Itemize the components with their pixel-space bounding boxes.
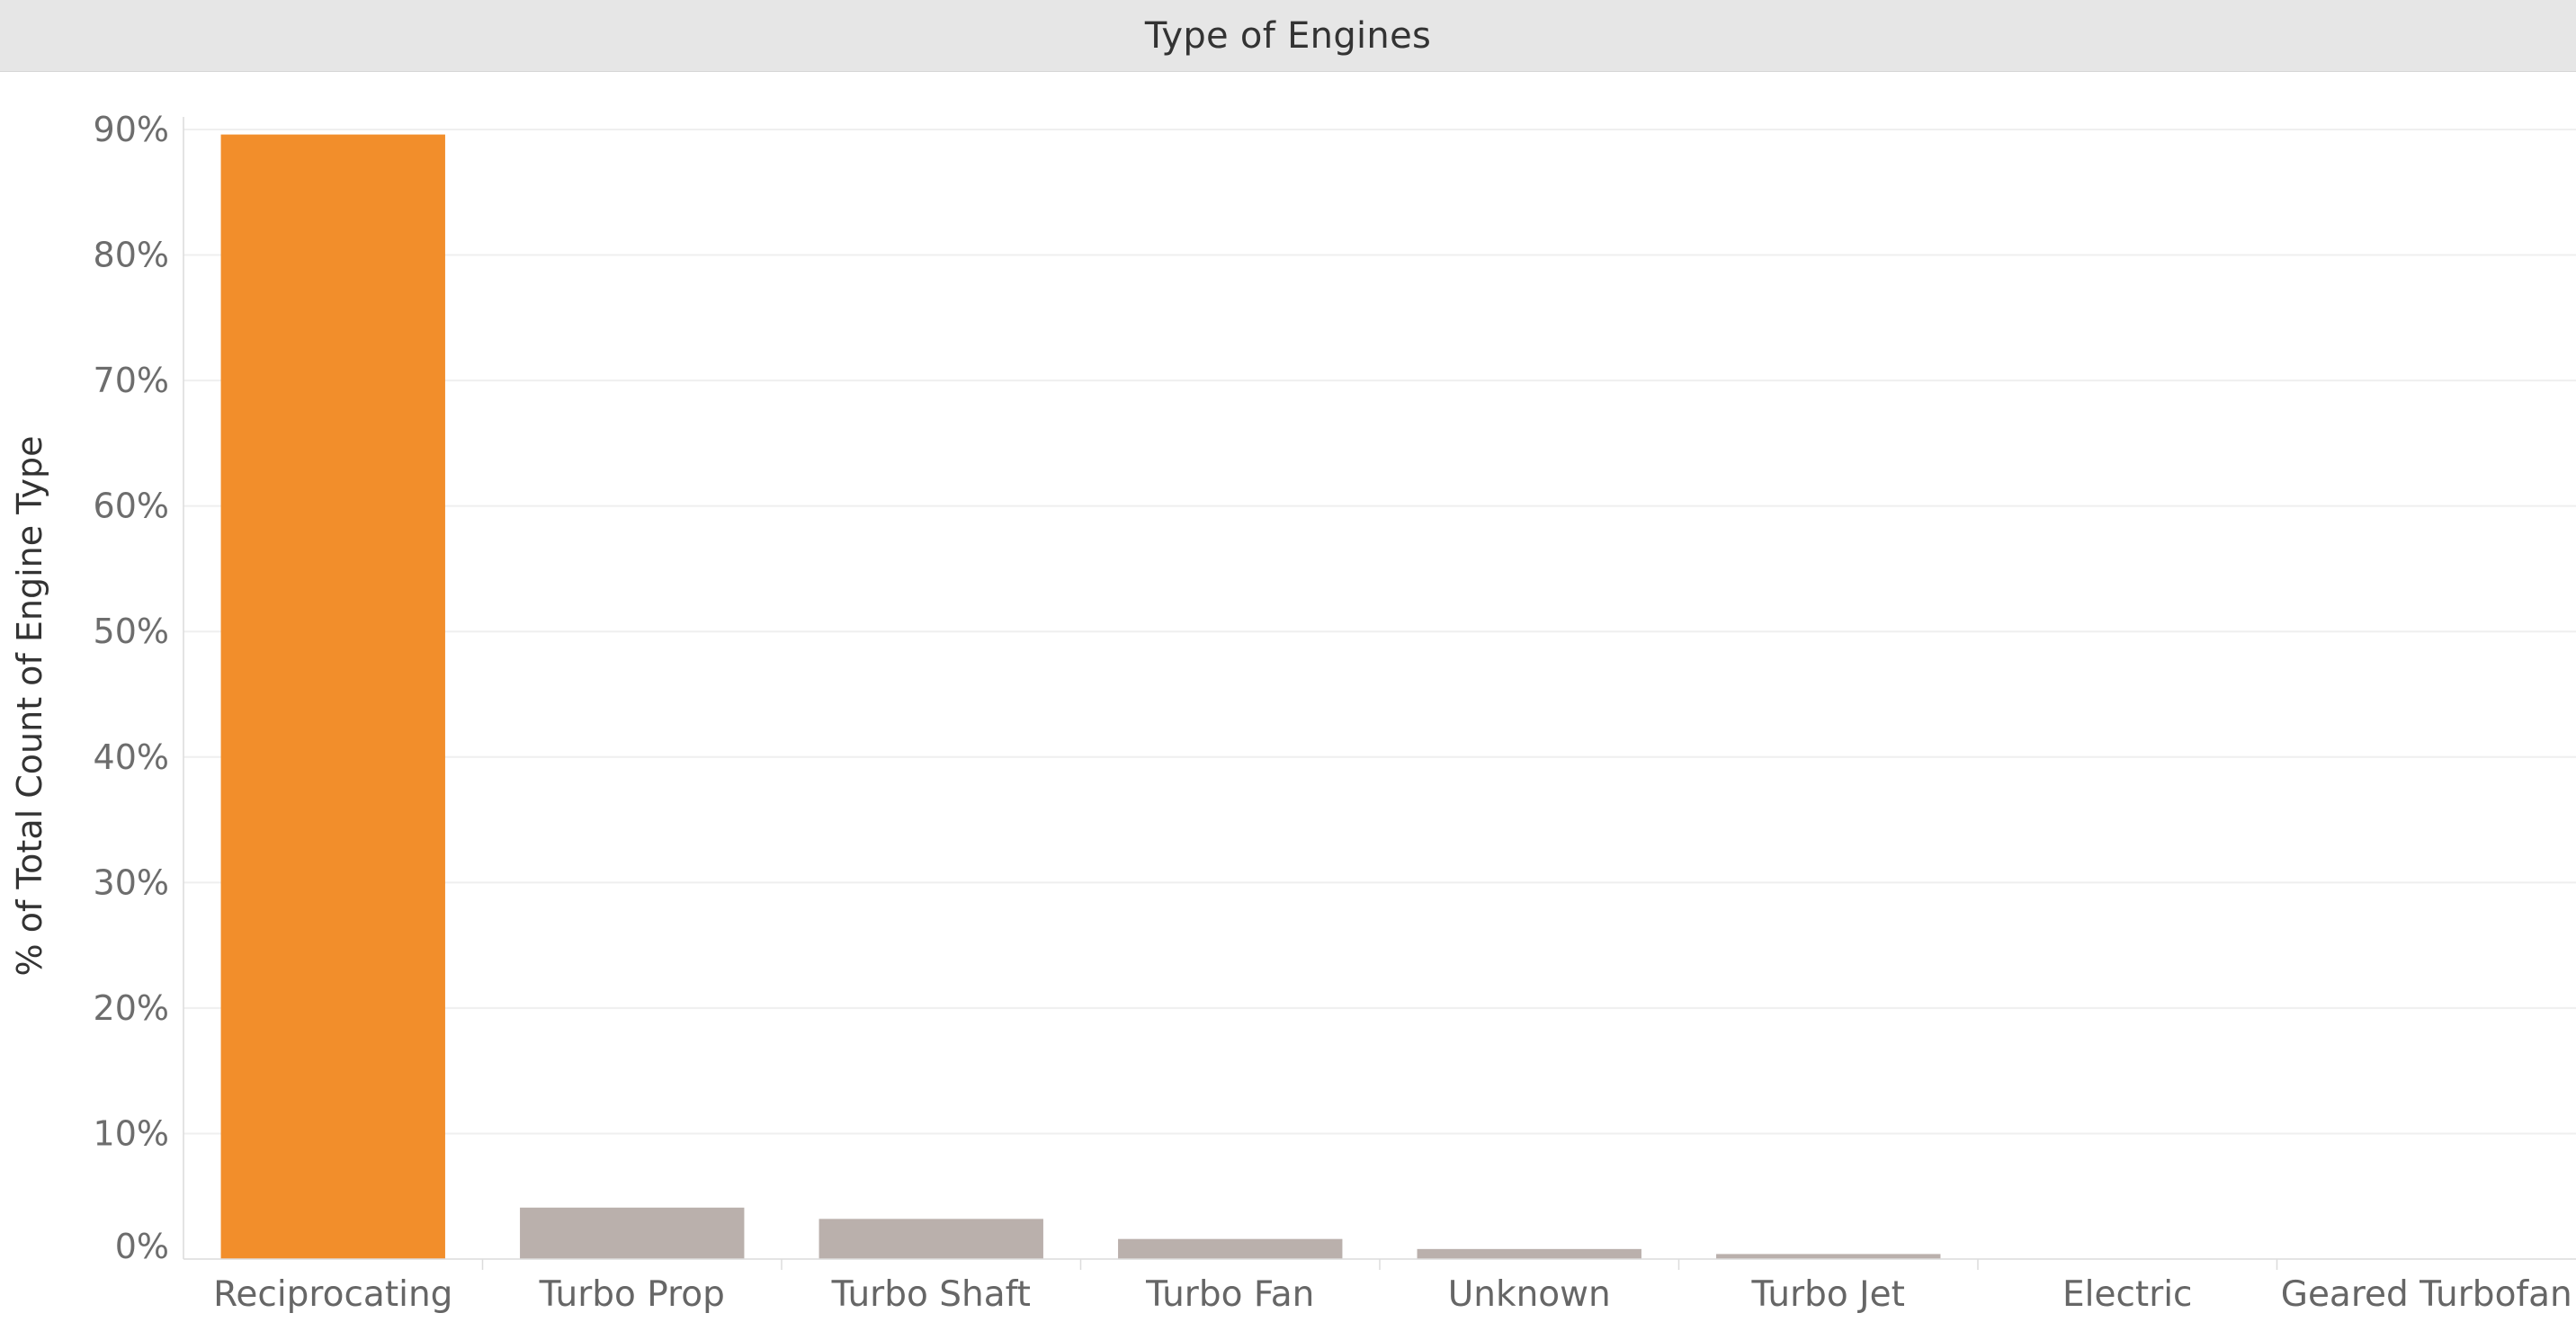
y-tick-label: 80% — [94, 236, 169, 275]
x-tick-label: Turbo Jet — [1751, 1274, 1905, 1315]
y-tick-label: 10% — [94, 1113, 169, 1153]
bar-turbo-prop[interactable] — [520, 1207, 745, 1259]
x-tick-label: Geared Turbofan — [2281, 1274, 2572, 1315]
y-tick-label: 90% — [94, 110, 169, 149]
y-tick-label: 30% — [94, 862, 169, 902]
y-tick-label: 20% — [94, 988, 169, 1028]
bar-reciprocating[interactable] — [220, 134, 445, 1259]
y-tick-label: 70% — [94, 361, 169, 400]
x-tick-labels: Reciprocating Turbo Prop Turbo Shaft Turbo … — [213, 1274, 2572, 1315]
bar-turbo-shaft[interactable] — [818, 1219, 1043, 1259]
y-tick-label: 0% — [115, 1227, 169, 1266]
x-tick-label: Reciprocating — [213, 1274, 452, 1315]
axes — [183, 117, 2576, 1270]
x-tick-label: Unknown — [1448, 1274, 1611, 1315]
y-tick-labels: 0% 10% 20% 30% 40% 50% 60% 70% 80% 90% — [94, 110, 169, 1266]
bar-unknown[interactable] — [1417, 1248, 1641, 1259]
gridlines — [183, 129, 2576, 1135]
x-tick-label: Turbo Fan — [1145, 1274, 1314, 1315]
y-tick-label: 60% — [94, 487, 169, 526]
y-axis-title: % of Total Count of Engine Type — [10, 436, 49, 977]
chart-title: Type of Engines — [1144, 14, 1432, 57]
chart-title-bar: Type of Engines — [0, 0, 2576, 72]
x-tick-label: Electric — [2062, 1274, 2193, 1315]
y-tick-label: 50% — [94, 612, 169, 651]
y-tick-label: 40% — [94, 737, 169, 777]
bar-turbo-jet[interactable] — [1716, 1254, 1941, 1259]
x-tick-label: Turbo Prop — [539, 1274, 725, 1315]
bars — [220, 134, 2539, 1259]
x-tick-label: Turbo Shaft — [831, 1274, 1031, 1315]
bar-turbo-fan[interactable] — [1118, 1238, 1343, 1259]
